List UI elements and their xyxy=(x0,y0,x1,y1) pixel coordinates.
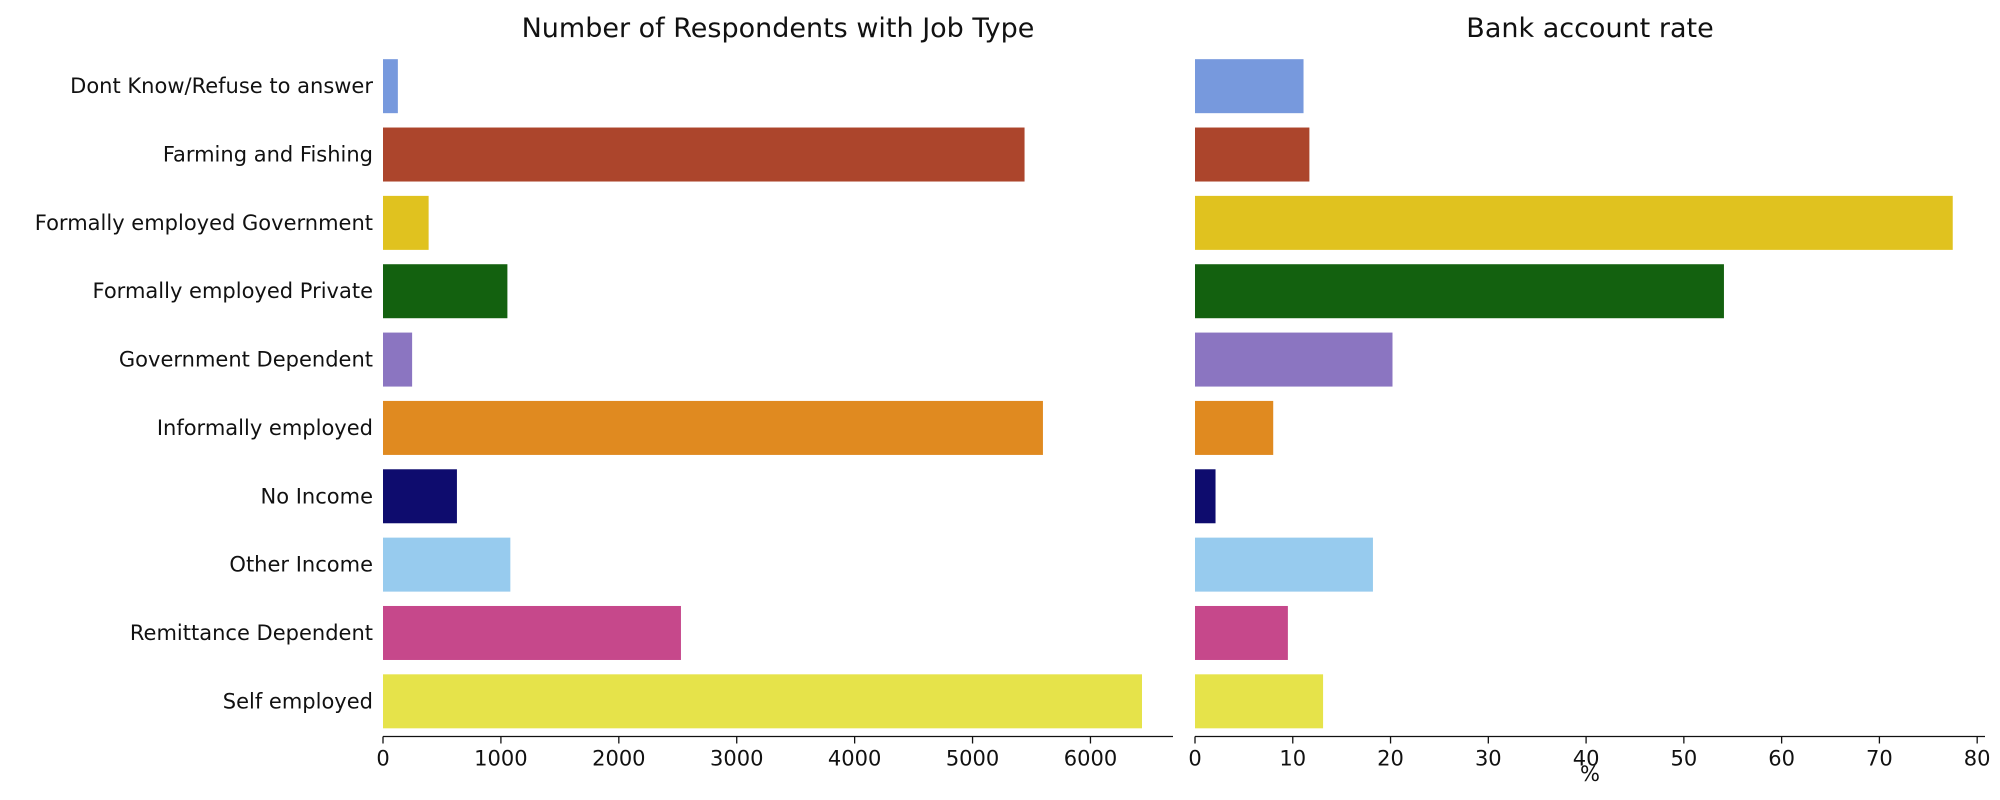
x-tick-label-right-60: 60 xyxy=(1768,747,1795,771)
x-tick-label-right-40: 40 xyxy=(1573,747,1600,771)
bar-left-informally-employed xyxy=(383,400,1043,455)
x-tick-label-left-0: 0 xyxy=(376,747,389,771)
bar-left-remittance-dependent xyxy=(383,605,681,660)
bar-right-remittance-dependent xyxy=(1195,605,1288,660)
chart-job-type-counts: Number of Respondents with Job Type Dont… xyxy=(35,13,1173,771)
x-ticks-left: 0 1000 2000 3000 4000 5000 6000 xyxy=(376,736,1117,771)
x-ticks-right: 0 10 20 30 40 50 60 70 80 xyxy=(1188,736,1991,771)
bar-left-formally-employed-government xyxy=(383,195,429,250)
bar-right-formally-employed-private xyxy=(1195,264,1724,319)
category-label-formally-employed-private: Formally employed Private xyxy=(93,279,374,303)
bar-left-no-income xyxy=(383,469,457,524)
x-tick-label-right-50: 50 xyxy=(1670,747,1697,771)
x-tick-label-right-30: 30 xyxy=(1475,747,1502,771)
bar-left-government-dependent xyxy=(383,332,413,387)
bar-left-other-income xyxy=(383,537,511,592)
category-label-other-income: Other Income xyxy=(229,553,373,577)
x-tick-label-left-2000: 2000 xyxy=(592,747,645,771)
category-label-farming-and-fishing: Farming and Fishing xyxy=(163,143,373,167)
bar-right-no-income xyxy=(1195,469,1216,524)
x-tick-label-right-80: 80 xyxy=(1964,747,1991,771)
bar-right-self-employed xyxy=(1195,674,1324,729)
bar-left-farming-and-fishing xyxy=(383,127,1025,182)
bar-right-farming-and-fishing xyxy=(1195,127,1310,182)
chart-bank-account-rate: Bank account rate 0 10 20 30 40 50 60 70 80 % xyxy=(1188,13,1990,786)
x-tick-label-left-5000: 5000 xyxy=(946,747,999,771)
category-label-dont-know-refuse-to-answer: Dont Know/Refuse to answer xyxy=(70,74,373,98)
x-axis-label-right: % xyxy=(1580,762,1600,786)
chart-title-left: Number of Respondents with Job Type xyxy=(522,13,1035,44)
category-label-informally-employed: Informally employed xyxy=(157,416,373,440)
bars-right xyxy=(1195,59,1953,729)
category-labels-left: Dont Know/Refuse to answer Farming and Fi… xyxy=(35,74,374,713)
bar-right-other-income xyxy=(1195,537,1373,592)
x-tick-label-left-3000: 3000 xyxy=(710,747,763,771)
category-label-government-dependent: Government Dependent xyxy=(119,348,373,372)
bar-left-self-employed xyxy=(383,674,1142,729)
category-label-self-employed: Self employed xyxy=(223,689,373,713)
bar-left-formally-employed-private xyxy=(383,264,508,319)
category-label-no-income: No Income xyxy=(260,484,373,508)
bar-right-dont-know-refuse-to-answer xyxy=(1195,59,1304,114)
x-tick-label-right-0: 0 xyxy=(1188,747,1201,771)
x-tick-label-left-1000: 1000 xyxy=(474,747,527,771)
category-label-formally-employed-government: Formally employed Government xyxy=(35,211,373,235)
x-tick-label-left-6000: 6000 xyxy=(1064,747,1117,771)
bar-right-informally-employed xyxy=(1195,400,1274,455)
x-tick-label-right-20: 20 xyxy=(1377,747,1404,771)
bar-left-dont-know-refuse-to-answer xyxy=(383,59,398,114)
chart-title-right: Bank account rate xyxy=(1466,13,1713,44)
x-tick-label-right-10: 10 xyxy=(1279,747,1306,771)
x-tick-label-left-4000: 4000 xyxy=(828,747,881,771)
bar-right-formally-employed-government xyxy=(1195,195,1953,250)
x-tick-label-right-70: 70 xyxy=(1866,747,1893,771)
category-label-remittance-dependent: Remittance Dependent xyxy=(130,621,373,645)
bars-left xyxy=(383,59,1142,729)
bar-right-government-dependent xyxy=(1195,332,1393,387)
